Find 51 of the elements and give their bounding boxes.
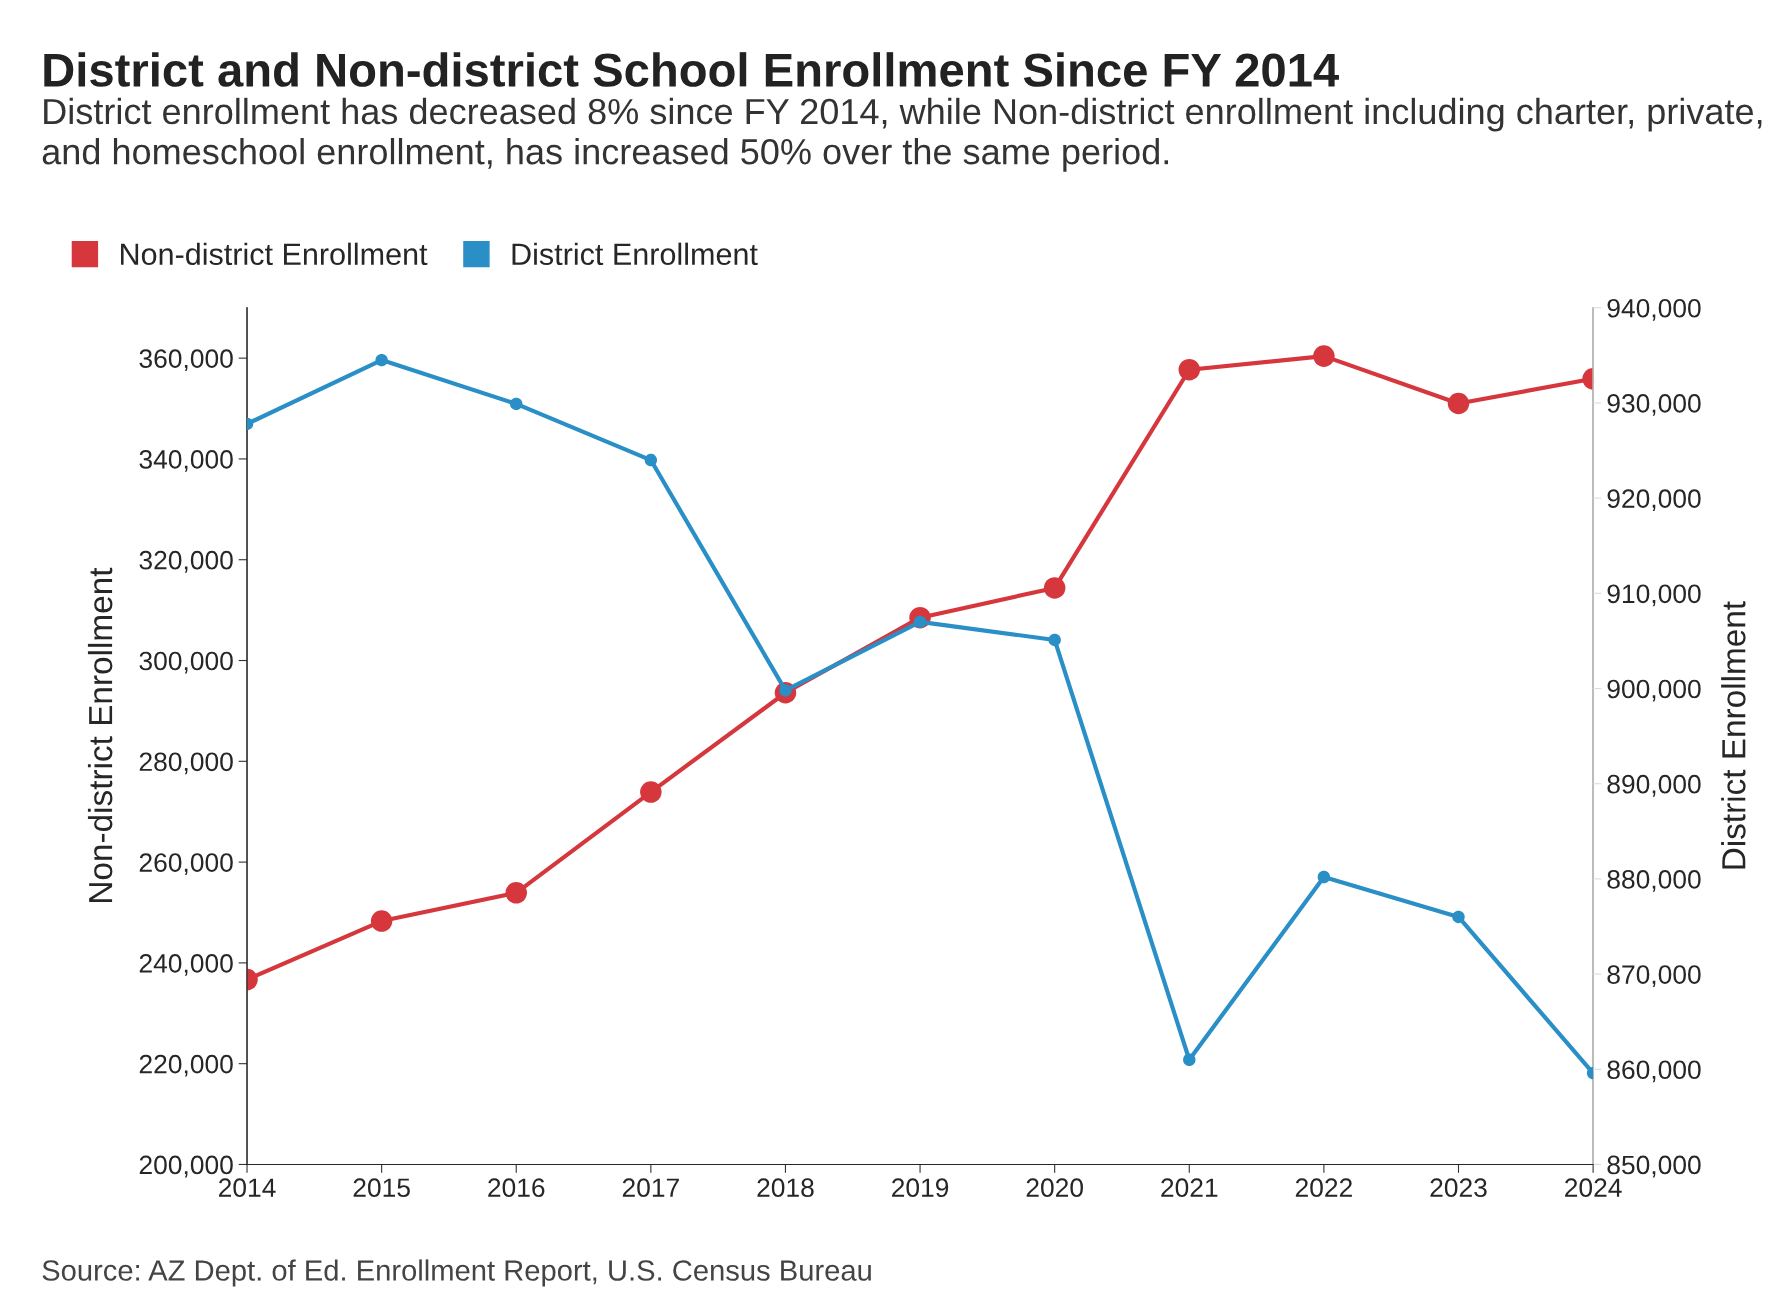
point bbox=[375, 353, 388, 367]
y2-tick-label: 870,000 bbox=[1607, 965, 1701, 988]
point bbox=[1183, 1053, 1196, 1066]
y-tick-label: 220,000 bbox=[139, 1054, 233, 1077]
x-tick-label: 2022 bbox=[1295, 1178, 1352, 1198]
legend-label: Non-district Enrollment bbox=[121, 242, 428, 266]
point bbox=[1048, 633, 1061, 647]
y-tick-label: 360,000 bbox=[139, 349, 233, 372]
point bbox=[505, 882, 527, 904]
x-tick-label: 2014 bbox=[219, 1178, 276, 1198]
point bbox=[1447, 392, 1470, 415]
point bbox=[510, 397, 523, 411]
y2-tick-label: 850,000 bbox=[1607, 1155, 1701, 1178]
point bbox=[640, 781, 662, 803]
source-note: Source: AZ Dept. of Ed. Enrollment Report, U.S. Census Bureau bbox=[42, 1259, 871, 1287]
x-tick-label: 2023 bbox=[1430, 1178, 1487, 1198]
point bbox=[1452, 910, 1465, 924]
x-tick-label: 2024 bbox=[1565, 1178, 1622, 1198]
y-tick-label: 340,000 bbox=[139, 450, 233, 472]
x-tick-label: 2019 bbox=[892, 1178, 949, 1198]
y2-axis-title: District Enrollment bbox=[1721, 601, 1746, 869]
x-tick-label: 2017 bbox=[622, 1178, 679, 1198]
point bbox=[1313, 345, 1335, 367]
x-tick-label: 2016 bbox=[488, 1178, 545, 1198]
y-tick-label: 240,000 bbox=[139, 954, 233, 976]
y2-tick-label: 900,000 bbox=[1607, 679, 1701, 702]
point bbox=[370, 910, 393, 932]
x-tick-label: 2020 bbox=[1026, 1178, 1083, 1198]
chart-title: District and Non-district School Enrollment Since FY 2014 bbox=[44, 52, 1339, 87]
point bbox=[644, 453, 658, 467]
y2-tick-label: 880,000 bbox=[1607, 870, 1701, 892]
y2-tick-label: 860,000 bbox=[1607, 1060, 1701, 1083]
point bbox=[1043, 577, 1066, 599]
point bbox=[1178, 358, 1201, 381]
x-tick-label: 2018 bbox=[757, 1178, 814, 1198]
y2-tick-label: 890,000 bbox=[1607, 774, 1701, 797]
y-tick-label: 260,000 bbox=[139, 853, 233, 876]
y2-tick-label: 940,000 bbox=[1607, 298, 1701, 321]
x-tick-label: 2015 bbox=[353, 1178, 410, 1198]
x-tick-label: 2021 bbox=[1161, 1178, 1218, 1198]
y2-tick-label: 910,000 bbox=[1607, 584, 1701, 607]
y-axis-title: Non-district Enrollment bbox=[87, 567, 113, 902]
y-tick-label: 280,000 bbox=[139, 752, 233, 775]
y-tick-label: 200,000 bbox=[139, 1155, 233, 1178]
y-tick-label: 300,000 bbox=[139, 651, 233, 674]
point bbox=[1317, 870, 1331, 884]
y2-tick-label: 930,000 bbox=[1607, 394, 1701, 416]
chart-subtitle: District enrollment has decreased 8% since FY 2014, while Non-district enrollment including charter, private, and homeschool enrollment, has increased 50% over the same period. bbox=[42, 97, 1762, 172]
y2-tick-label: 920,000 bbox=[1607, 489, 1701, 512]
legend-label: District Enrollment bbox=[512, 242, 758, 266]
y-tick-label: 320,000 bbox=[139, 550, 233, 573]
